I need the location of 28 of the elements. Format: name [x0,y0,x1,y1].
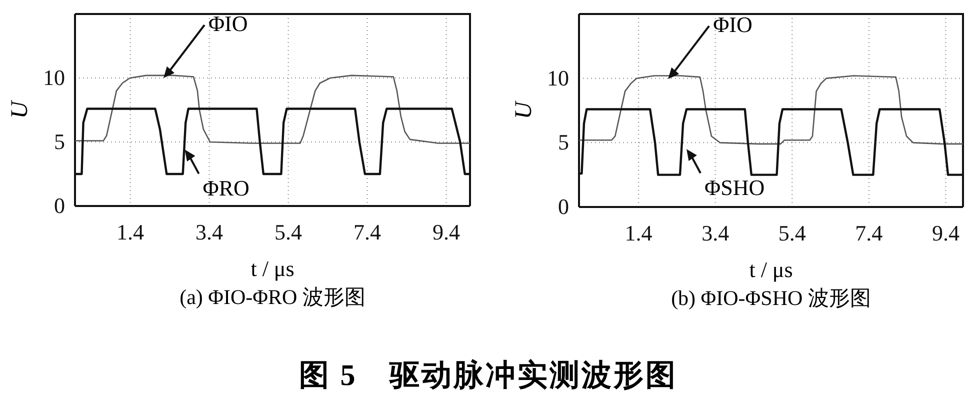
x-tick-label: 1.4 [624,220,652,246]
caption: 图 5 驱动脉冲实测波形图 [298,358,678,392]
x-tick-label: 5.4 [778,220,806,246]
x-axis-title: t / μs [250,256,294,281]
x-tick-label: 7.4 [855,220,883,246]
y-tick-label: 5 [54,129,65,154]
annotation: ΦIO [208,11,248,36]
y-tick-label: 0 [558,194,569,220]
x-tick-label: 1.4 [116,220,144,245]
y-axis-title: U [511,100,537,120]
y-tick-label: 10 [43,65,65,90]
x-tick-label: 9.4 [932,220,960,246]
x-tick-label: 9.4 [432,220,460,245]
x-tick-label: 3.4 [196,220,224,245]
text: (a) ΦIO-ΦRO 波形图 [180,285,366,309]
x-tick-label: 5.4 [274,220,302,245]
x-tick-label: 7.4 [354,220,382,245]
x-axis-title: t / μs [749,257,793,282]
annotation: ΦIO [713,12,752,37]
line-series [578,75,964,145]
annotation: ΦRO [202,176,250,201]
y-tick-label: 5 [558,130,569,155]
annotation: ΦSHO [704,175,765,200]
x-tick-label: 3.4 [702,220,730,246]
y-tick-label: 0 [54,193,65,218]
text: (b) ΦIO-ΦSHO 波形图 [671,286,871,310]
y-tick-label: 10 [547,65,569,90]
y-axis-title: U [7,100,33,119]
